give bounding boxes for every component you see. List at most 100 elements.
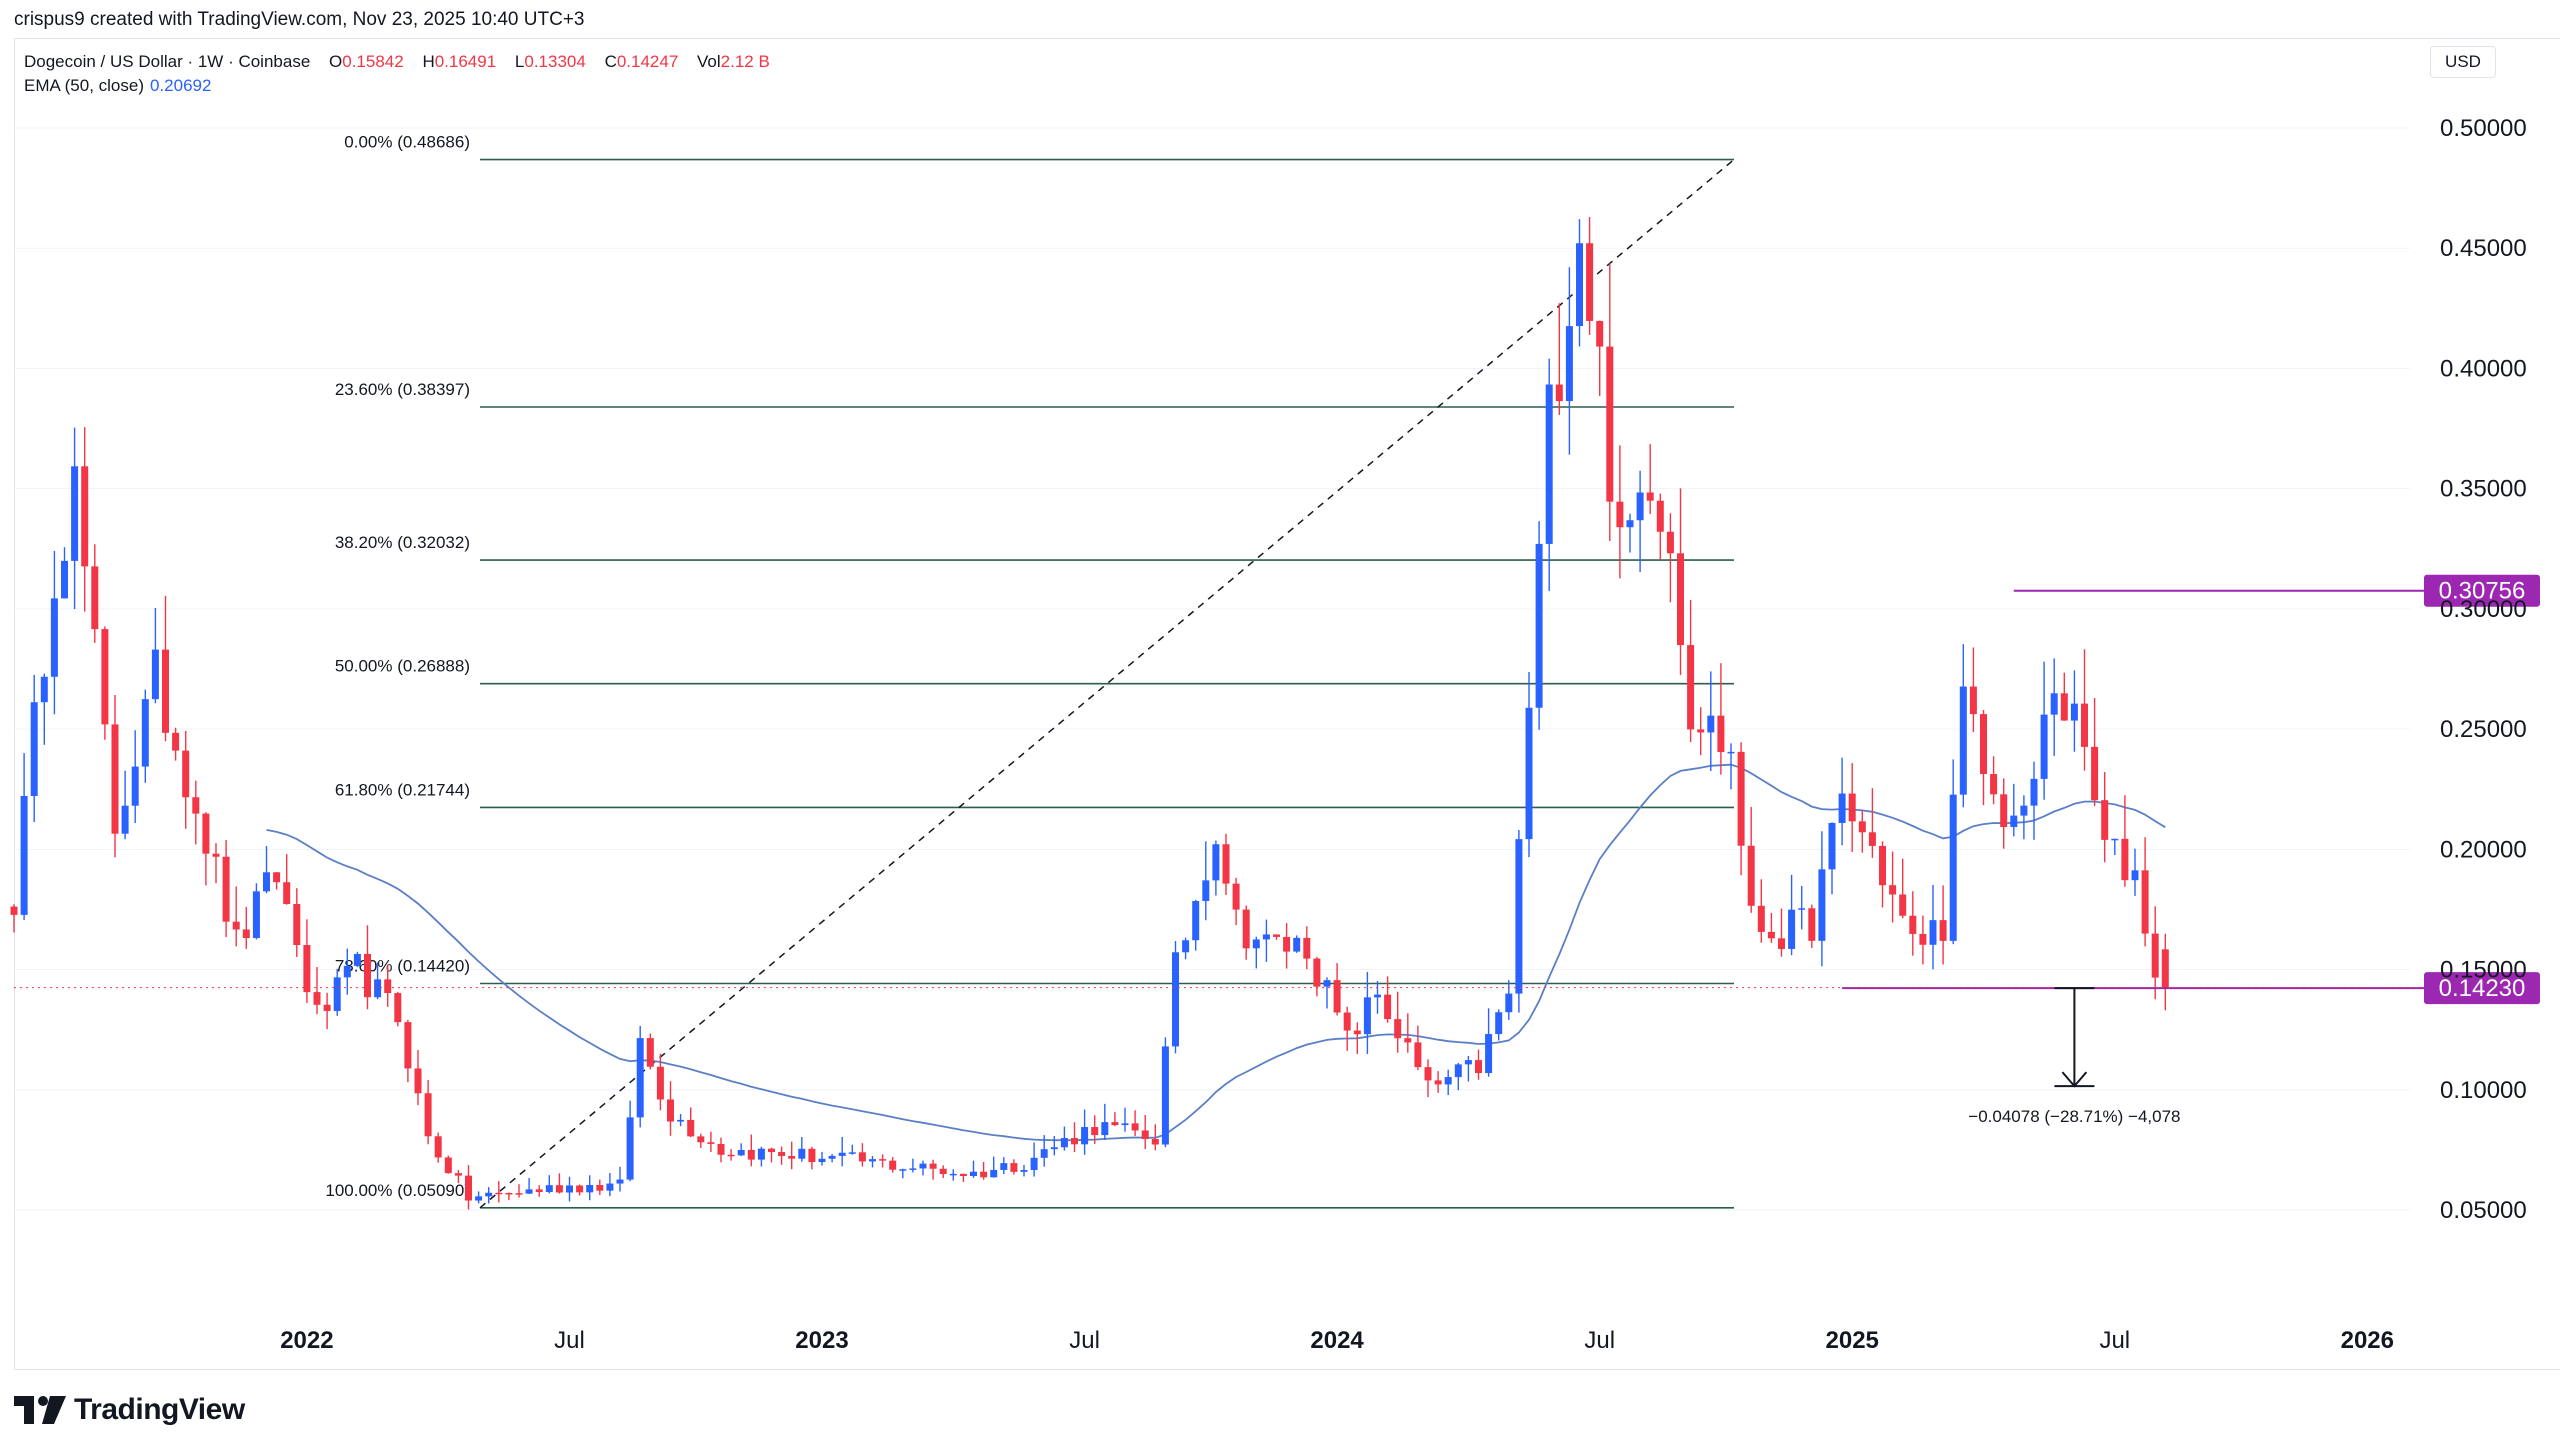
candle-body	[1848, 793, 1856, 822]
candle-body	[2151, 933, 2159, 978]
candle-body	[252, 891, 260, 939]
candle-body	[1727, 751, 1735, 754]
candle-body	[434, 1136, 442, 1158]
candle-body	[343, 965, 351, 978]
candle-body	[313, 992, 321, 1005]
level-badge	[2424, 574, 2540, 607]
candle-body	[667, 1099, 674, 1122]
candle-body	[2010, 815, 2018, 828]
candle-body	[939, 1168, 947, 1175]
candle-body	[869, 1159, 876, 1162]
candle-body	[707, 1142, 715, 1144]
candle-body	[1111, 1122, 1119, 1126]
candle-body	[1565, 326, 1573, 402]
candle-body	[970, 1171, 977, 1177]
candle-body	[1646, 492, 1654, 501]
candle-body	[828, 1155, 836, 1159]
candle-body	[1101, 1122, 1109, 1136]
candle-body	[768, 1148, 775, 1153]
footer-branding: TradingView	[14, 1385, 245, 1435]
candle-body	[1778, 938, 1785, 949]
candle-body	[1141, 1130, 1149, 1140]
close-label: C	[604, 52, 617, 71]
candle-body	[162, 649, 169, 733]
candle-body	[1959, 686, 1967, 795]
fibonacci-retracement[interactable]: 0.00% (0.48686) 23.60% (0.38397) 38.20% (0…	[325, 133, 1735, 1209]
candle-body	[1151, 1139, 1159, 1145]
candle-body	[929, 1163, 937, 1169]
candle-body	[1394, 1019, 1402, 1039]
candle-body	[2081, 703, 2088, 747]
candle-body	[1303, 937, 1311, 959]
candle-body	[949, 1173, 957, 1176]
candle-body	[485, 1192, 493, 1197]
candle-body	[2101, 800, 2109, 840]
candle-body	[1828, 822, 1836, 870]
high-value: 0.16491	[434, 52, 497, 71]
price-axis[interactable]: 0.50000 0.45000 0.40000 0.35000 0.30000 0.250…	[2440, 115, 2527, 1224]
candle-body	[40, 676, 48, 703]
candle-body	[2060, 693, 2068, 721]
candle-body	[1050, 1147, 1058, 1150]
candle-body	[1616, 501, 1624, 528]
price-tick-label: 0.10000	[2440, 1077, 2527, 1104]
candle-body	[778, 1152, 786, 1157]
candle-body	[404, 1022, 412, 1069]
candle-body	[1656, 500, 1664, 532]
price-range-measure[interactable]: −0.04078 (−28.71%) −4,078	[1968, 987, 2181, 1126]
attribution-bar: crispus9 created with TradingView.com, N…	[0, 0, 2560, 36]
symbol-row: Dogecoin / US Dollar · 1W · Coinbase O 0.…	[24, 50, 770, 74]
candle-body	[566, 1185, 573, 1193]
candle-body	[677, 1119, 685, 1122]
level-badge	[2424, 972, 2540, 1005]
candle-body	[273, 872, 281, 883]
candle-body	[1767, 931, 1775, 939]
candle-body	[555, 1185, 563, 1193]
candle-body	[1677, 553, 1684, 646]
candle-body	[2020, 805, 2028, 816]
candle-body	[959, 1173, 967, 1177]
candle-body	[1868, 832, 1876, 846]
grid-layer	[14, 127, 2410, 1211]
candle-body	[151, 649, 159, 700]
candle-body	[1525, 707, 1533, 840]
candle-body	[879, 1159, 887, 1161]
candle-body	[1879, 845, 1886, 886]
candle-body	[374, 979, 382, 998]
chart-frame[interactable]	[14, 38, 2560, 1370]
candle-body	[747, 1149, 755, 1160]
candle-body	[606, 1183, 614, 1191]
candle-body	[424, 1093, 432, 1137]
open-label: O	[329, 52, 343, 71]
ema-line	[266, 763, 2166, 1142]
candle-body	[1262, 934, 1270, 940]
candle-body	[1444, 1077, 1452, 1085]
candle-body	[30, 702, 38, 797]
ema-label[interactable]: EMA (50, close)	[24, 76, 144, 95]
candle-body	[91, 566, 99, 630]
time-axis[interactable]: 2022 Jul 2023 Jul 2024 Jul 2025 Jul 2026	[280, 1327, 2394, 1354]
fib-level-label: 38.20% (0.32032)	[335, 533, 470, 552]
candle-body	[172, 732, 180, 751]
candle-body	[121, 805, 129, 834]
candle-body	[454, 1173, 462, 1176]
candle-body	[1697, 729, 1705, 733]
price-tick-label: 0.40000	[2440, 355, 2527, 382]
symbol-title[interactable]: Dogecoin / US Dollar · 1W · Coinbase	[24, 52, 311, 71]
candle-body	[1899, 894, 1907, 916]
candle-body	[1808, 908, 1816, 941]
candle-body	[1990, 773, 1998, 795]
candle-body	[596, 1184, 604, 1191]
candle-body	[1757, 905, 1765, 932]
currency-selector[interactable]: USD	[2430, 46, 2496, 78]
horizontal-levels[interactable]: 0.30756 0.14230	[14, 574, 2540, 1005]
attribution-text: crispus9 created with TradingView.com, N…	[14, 9, 585, 30]
candle-body	[1737, 751, 1745, 846]
candle-body	[798, 1148, 806, 1159]
candle-body	[263, 872, 270, 892]
candle-body	[1980, 714, 1987, 774]
candle-body	[737, 1149, 745, 1156]
level-badge-label: 0.14230	[2439, 975, 2526, 1002]
ema-indicator	[266, 763, 2166, 1142]
